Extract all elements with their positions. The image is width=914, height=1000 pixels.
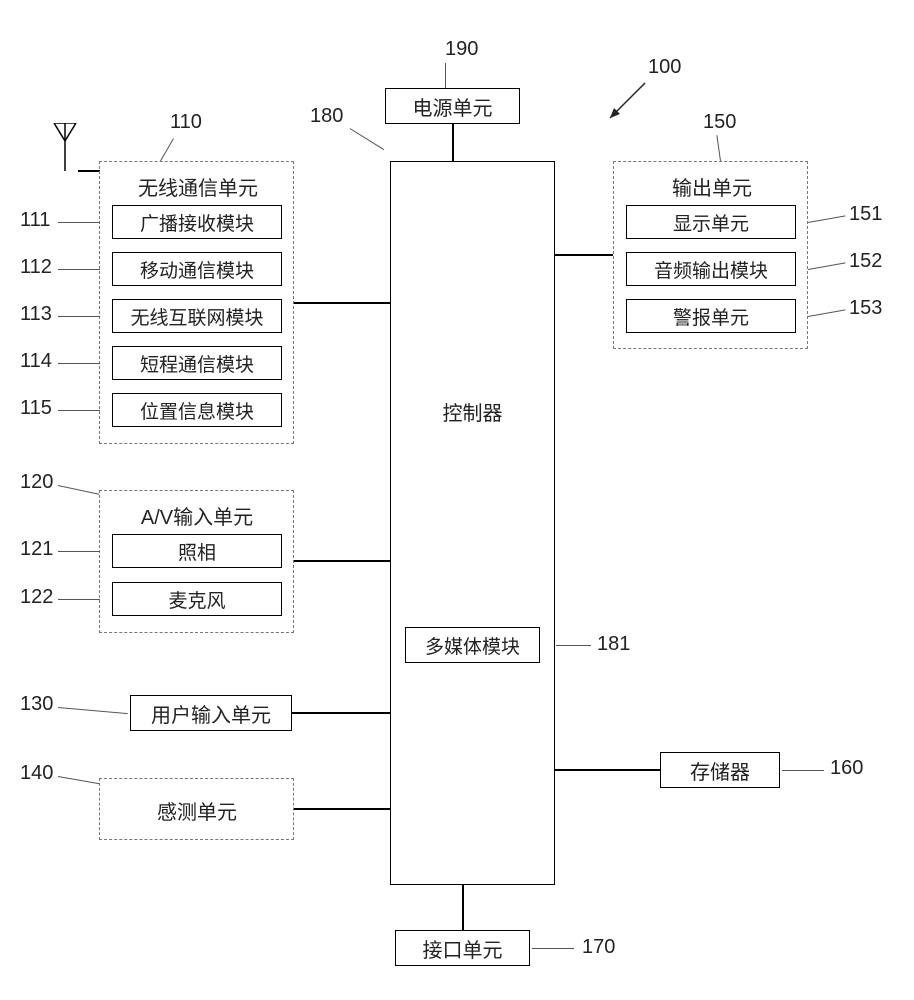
block-mic-label: 麦克风 <box>168 586 225 613</box>
group-wireless-title: 无线通信单元 <box>135 172 261 201</box>
ref-190: 190 <box>445 38 478 61</box>
block-shortrange-label: 短程通信模块 <box>140 350 254 377</box>
conn-antenna <box>78 170 100 172</box>
ref-120: 120 <box>20 471 53 494</box>
lead-130 <box>58 707 128 714</box>
group-av-title: A/V输入单元 <box>137 501 257 530</box>
block-controller: 控制器 <box>390 161 555 885</box>
conn-wireless-controller <box>294 302 390 304</box>
lead-140 <box>58 776 100 784</box>
block-memory-label: 存储器 <box>690 756 750 785</box>
conn-av-controller <box>294 560 390 562</box>
block-power-label: 电源单元 <box>413 92 493 121</box>
ref-122: 122 <box>20 586 53 609</box>
lead-180 <box>350 128 384 150</box>
block-shortrange: 短程通信模块 <box>112 346 282 380</box>
group-output-title: 输出单元 <box>667 172 757 201</box>
ref-152: 152 <box>849 250 882 273</box>
lead-112 <box>58 269 100 270</box>
block-controller-label: 控制器 <box>443 397 503 426</box>
lead-111 <box>58 222 100 223</box>
ref-111: 111 <box>20 209 50 232</box>
block-mic: 麦克风 <box>112 582 282 616</box>
diagram-canvas: 电源单元 190 100 控制器 180 多媒体模块 181 无线通信单元 11… <box>0 0 914 1000</box>
block-internet: 无线互联网模块 <box>112 299 282 333</box>
lead-153 <box>808 309 846 317</box>
conn-interface-controller <box>462 885 464 930</box>
lead-115 <box>58 410 100 411</box>
conn-memory-controller <box>555 769 660 771</box>
block-display-label: 显示单元 <box>673 209 749 236</box>
lead-121 <box>58 551 100 552</box>
block-internet-label: 无线互联网模块 <box>130 303 263 330</box>
lead-113 <box>58 316 100 317</box>
ref-150: 150 <box>703 111 736 134</box>
lead-190 <box>445 63 446 88</box>
block-broadcast-label: 广播接收模块 <box>140 209 254 236</box>
block-camera: 照相 <box>112 534 282 568</box>
conn-power-controller <box>452 124 454 161</box>
antenna-icon <box>52 123 78 173</box>
lead-151 <box>808 215 846 223</box>
lead-170 <box>532 948 574 949</box>
lead-160 <box>782 770 824 771</box>
block-location-label: 位置信息模块 <box>140 397 254 424</box>
block-audio-label: 音频输出模块 <box>654 256 768 283</box>
block-interface: 接口单元 <box>395 930 530 966</box>
ref-160: 160 <box>830 757 863 780</box>
block-audio: 音频输出模块 <box>626 252 796 286</box>
lead-114 <box>58 363 100 364</box>
ref-110: 110 <box>170 111 202 134</box>
lead-120 <box>58 485 99 495</box>
ref-181: 181 <box>597 633 630 656</box>
block-alarm: 警报单元 <box>626 299 796 333</box>
block-location: 位置信息模块 <box>112 393 282 427</box>
block-userinput: 用户输入单元 <box>130 695 292 731</box>
ref-113: 113 <box>20 303 52 326</box>
block-broadcast: 广播接收模块 <box>112 205 282 239</box>
ref-140: 140 <box>20 762 53 785</box>
ref-153: 153 <box>849 297 882 320</box>
ref-114: 114 <box>20 350 52 373</box>
ref-121: 121 <box>20 538 53 561</box>
conn-output-controller <box>555 254 613 256</box>
ref-180: 180 <box>310 105 343 128</box>
block-camera-label: 照相 <box>178 538 216 565</box>
lead-181 <box>556 645 591 646</box>
lead-152 <box>808 262 846 270</box>
group-sensing-title: 感测单元 <box>152 796 242 825</box>
lead-150 <box>716 135 721 161</box>
block-multimedia-label: 多媒体模块 <box>425 632 520 659</box>
block-mobile-label: 移动通信模块 <box>140 256 254 283</box>
block-multimedia: 多媒体模块 <box>405 627 540 663</box>
lead-110 <box>160 138 174 161</box>
block-power: 电源单元 <box>385 88 520 124</box>
ref-115: 115 <box>20 397 52 420</box>
ref-100: 100 <box>648 56 681 79</box>
ref-151: 151 <box>849 203 882 226</box>
block-userinput-label: 用户输入单元 <box>151 699 271 728</box>
ref-170: 170 <box>582 936 615 959</box>
conn-sensing-controller <box>294 808 390 810</box>
block-alarm-label: 警报单元 <box>673 303 749 330</box>
ref-112: 112 <box>20 256 52 279</box>
ref-130: 130 <box>20 693 53 716</box>
block-mobile: 移动通信模块 <box>112 252 282 286</box>
block-display: 显示单元 <box>626 205 796 239</box>
block-memory: 存储器 <box>660 752 780 788</box>
lead-122 <box>58 599 100 600</box>
conn-userinput-controller <box>292 712 390 714</box>
block-interface-label: 接口单元 <box>423 934 503 963</box>
